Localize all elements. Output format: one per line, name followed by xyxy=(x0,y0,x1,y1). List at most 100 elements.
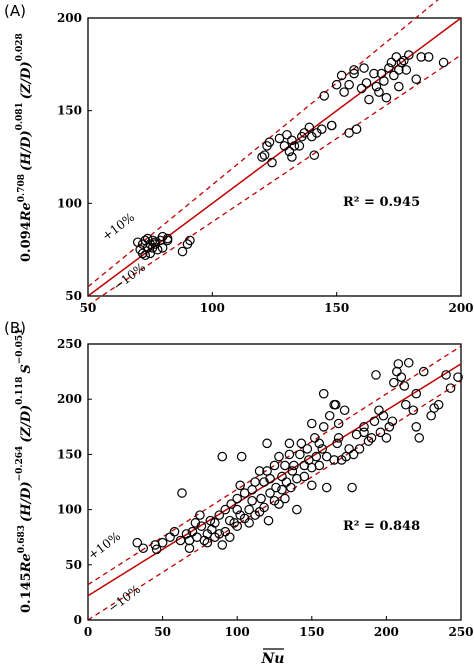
panel-b-data-point xyxy=(306,418,317,429)
panel-b-data-point xyxy=(259,502,269,513)
panel-a-data-point xyxy=(289,141,300,151)
panel-b-data-point xyxy=(254,466,265,476)
panel-b-data-point xyxy=(378,410,389,421)
panel-a-x-tick-label: 150 xyxy=(324,301,349,315)
panel-b-tag: (B) xyxy=(4,319,26,337)
panel-a-data-point xyxy=(331,79,342,90)
panel-b-data-point xyxy=(348,449,359,460)
panel-b-x-axis-label: Nu xyxy=(261,648,284,667)
panel-b-data-point xyxy=(393,359,404,369)
panel-a-data-point xyxy=(259,150,270,160)
panel-b-y-axis-label: 0.145Re0.683 (H/D)−0.264 (Z/D)0.118 S−0.051 xyxy=(15,329,34,613)
panel-a-data-point xyxy=(309,150,320,160)
panel-b-data-point xyxy=(217,540,228,550)
panel-b-data-point xyxy=(274,499,284,509)
panel-a-y-axis-label: 0.094Re0.708 (H/D)0.081 (Z/D)0.028 xyxy=(15,33,34,262)
panel-a-ylabel-zd: (Z/D) xyxy=(19,61,34,99)
panel-a-data-point xyxy=(394,81,404,92)
panel-b-data-point xyxy=(399,381,410,391)
panel-b-data-point xyxy=(205,515,216,526)
panel-b-data-point xyxy=(280,493,290,504)
panel-b-data-point xyxy=(332,438,342,449)
panel-b-data-point xyxy=(262,438,272,449)
panel-a-upper-band-line xyxy=(87,0,439,288)
panel-b-data-point xyxy=(232,521,242,531)
panel-b-data-point xyxy=(224,515,235,526)
panel-a-y-ticks: 50 100 150 200 xyxy=(57,11,92,303)
panel-b-data-point xyxy=(281,477,292,487)
panel-b-y-tick-label: 0 xyxy=(74,613,82,627)
panel-a-data-point xyxy=(287,152,297,162)
panel-b-data-point xyxy=(371,370,381,380)
panel-b-data-point xyxy=(321,482,332,493)
svg-text:0.094Re0.708(H/D)0.081(Z/D)0.0: 0.094Re0.708 (H/D)0.081 (Z/D)0.028 xyxy=(15,33,34,262)
panel-b-data-point xyxy=(277,484,287,495)
panel-b-ylabel-zd-exp: 0.118 xyxy=(15,377,25,405)
panel-b-data-point xyxy=(375,427,386,438)
panel-a-data-point xyxy=(349,68,359,79)
panel-b-data-point xyxy=(169,526,180,537)
panel-a-data-point xyxy=(361,78,372,88)
panel-b-y-tick-label: 250 xyxy=(57,337,82,351)
panel-b-data-point xyxy=(339,405,350,416)
panel-b-data-point xyxy=(374,405,384,416)
panel-b-x-ticks: 0 50 100 150 200 250 xyxy=(84,616,474,639)
panel-b-data-point xyxy=(314,438,325,449)
panel-b-data-point xyxy=(366,433,377,443)
panel-b-x-tick-label: 200 xyxy=(374,625,399,639)
panel-b-data-point xyxy=(389,377,399,388)
panel-a-ylabel-hd-exp: 0.081 xyxy=(15,102,25,130)
panel-b-data-point xyxy=(250,477,260,487)
panel-b-data-point xyxy=(344,444,354,454)
panel-b-upper-band-label: +10% xyxy=(85,529,123,562)
panel-b-data-point xyxy=(411,388,422,399)
panel-b-data-point xyxy=(184,543,195,554)
panel-b-data-point xyxy=(453,372,463,382)
panel-b-data-point xyxy=(235,480,245,491)
panel-a-data-point xyxy=(177,246,188,257)
panel-b-data-point xyxy=(295,449,305,460)
panel-b-data-point xyxy=(306,480,317,491)
panel-b-data-point xyxy=(232,493,242,504)
panel-a-y-tick-label: 150 xyxy=(57,104,82,118)
panel-b-data-point xyxy=(411,421,422,432)
panel-b-data-point xyxy=(196,521,207,531)
panel-b-y-tick-label: 200 xyxy=(57,392,82,406)
panel-a-r2-label: R² = 0.945 xyxy=(343,195,420,210)
panel-a-data-point xyxy=(316,124,327,134)
panel-a-data-point xyxy=(364,94,374,105)
panel-a-ylabel-zd-exp: 0.028 xyxy=(15,33,25,61)
panel-a-data-point xyxy=(279,141,290,151)
panel-a-data-point xyxy=(142,233,153,244)
panel-b-y-ticks: 0 50 100 150 200 250 xyxy=(57,337,92,627)
panel-a-data-point xyxy=(344,79,354,90)
panel-a-data-point xyxy=(411,74,422,84)
panel-b-ylabel-re-exp: 0.683 xyxy=(17,525,27,553)
panel-a-data-point xyxy=(379,76,389,86)
panel-b-data-point xyxy=(271,482,281,493)
panel-b-data-point xyxy=(392,366,402,377)
panel-a-tag: (A) xyxy=(4,2,26,20)
panel-a-data-point xyxy=(374,87,384,97)
panel-a-data-point xyxy=(294,141,305,151)
panel-b-data-point xyxy=(296,438,307,449)
panel-b-ylabel-s-exp: −0.051 xyxy=(15,329,25,365)
panel-b-data-point xyxy=(210,518,220,528)
panel-a-data-point xyxy=(145,248,155,259)
panel-b-data-point xyxy=(177,488,187,498)
panel-b-data-point xyxy=(244,504,254,515)
panel-a-data-point xyxy=(416,52,427,62)
panel-b-y-tick-label: 150 xyxy=(57,447,82,461)
panel-b-ylabel-zd: (Z/D) xyxy=(19,405,34,443)
panel-a-x-tick-label: 200 xyxy=(448,301,473,315)
panel-b-x-tick-label: 150 xyxy=(299,625,324,639)
panel-b-data-point xyxy=(330,399,341,410)
panel-b-y-tick-label: 100 xyxy=(57,503,82,517)
panel-a-ylabel-coef: 0.094 xyxy=(19,221,34,262)
panel-b-data-point xyxy=(195,510,205,520)
panel-a-data-point xyxy=(274,133,285,144)
panel-b-r2-label: R² = 0.848 xyxy=(343,519,420,534)
panel-b-data-point xyxy=(138,543,149,554)
panel-a-data-point xyxy=(438,57,449,68)
